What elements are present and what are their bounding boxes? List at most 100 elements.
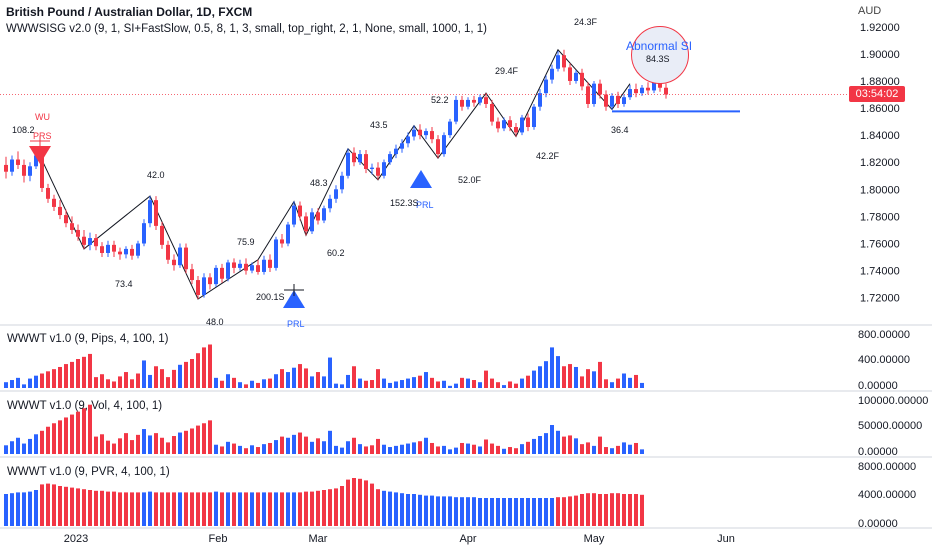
indicator-bar — [178, 432, 182, 454]
indicator-bar — [388, 382, 392, 388]
indicator-bar — [160, 437, 164, 454]
candle-body — [580, 72, 584, 87]
indicator-bar — [358, 478, 362, 526]
indicator-bar — [268, 442, 272, 454]
indicator-axis-tick: 0.00000 — [858, 518, 898, 530]
indicator-bar — [430, 377, 434, 388]
indicator-bar — [484, 370, 488, 388]
indicator-bar — [370, 445, 374, 454]
zz-label: 29.4F — [495, 66, 519, 76]
candle-body — [592, 83, 596, 104]
indicator-bar — [82, 408, 86, 454]
indicator-bar — [526, 441, 530, 454]
indicator-bar — [256, 492, 260, 526]
indicator-bar — [556, 430, 560, 454]
indicator-bar — [562, 436, 566, 454]
candle-body — [322, 208, 326, 221]
price-axis-tick: 1.72000 — [860, 293, 900, 305]
indicator-bar — [4, 382, 8, 388]
candle-body — [340, 175, 344, 190]
candle-body — [202, 277, 206, 295]
candle-body — [250, 265, 254, 271]
candle-body — [130, 248, 134, 256]
indicator-bar — [190, 492, 194, 526]
candle-body — [268, 259, 272, 268]
indicator-bar — [232, 377, 236, 388]
indicator-bar — [436, 381, 440, 388]
indicator-bar — [616, 493, 620, 526]
candle-body — [304, 216, 308, 232]
candle-body — [514, 127, 518, 133]
candle-body — [634, 89, 638, 94]
time-axis-tick: Apr — [459, 533, 476, 545]
indicator-bar — [520, 378, 524, 388]
indicator-bar — [376, 438, 380, 454]
indicator-axis-tick: 50000.00000 — [858, 420, 922, 432]
indicator-bar — [40, 484, 44, 526]
indicator-bar — [472, 380, 476, 388]
zz-label: 60.2 — [327, 248, 345, 258]
indicator-bar — [628, 444, 632, 454]
indicator-title: WWWSISG v2.0 (9, 1, SI+FastSlow, 0.5, 8,… — [6, 23, 487, 35]
candle-body — [184, 247, 188, 270]
indicator-bar — [208, 492, 212, 526]
candle-body — [172, 259, 176, 266]
indicator-bar — [352, 478, 356, 526]
indicator-bar — [460, 377, 464, 388]
indicator-bar — [4, 494, 8, 526]
candle-body — [502, 120, 506, 129]
candle-body — [616, 95, 620, 104]
indicator-bar — [262, 444, 266, 454]
indicator-bar — [94, 436, 98, 454]
indicator-bar — [556, 497, 560, 526]
candle-body — [358, 154, 362, 163]
candle-body — [406, 136, 410, 144]
pane-title-vol: WWWT v1.0 (9, Vol, 4, 100, 1) — [7, 400, 163, 412]
candle-body — [610, 95, 614, 107]
indicator-bar — [142, 360, 146, 388]
candle-body — [442, 135, 446, 155]
candle-body — [376, 167, 380, 176]
indicator-bar — [136, 373, 140, 388]
indicator-bar — [82, 356, 86, 388]
pane-title-pips: WWWT v1.0 (9, Pips, 4, 100, 1) — [7, 333, 169, 345]
indicator-bar — [334, 383, 338, 388]
indicator-bar — [196, 492, 200, 526]
price-axis-tick: 1.86000 — [860, 103, 900, 115]
candle-body — [436, 139, 440, 155]
indicator-bar — [28, 438, 32, 454]
indicator-bar — [640, 382, 644, 388]
indicator-bar — [400, 444, 404, 454]
indicator-bar — [550, 347, 554, 388]
indicator-bar — [406, 443, 410, 454]
indicator-bar — [574, 366, 578, 388]
indicator-bar — [352, 437, 356, 454]
indicator-bar — [292, 492, 296, 526]
indicator-bar — [52, 369, 56, 388]
candle-body — [10, 159, 14, 172]
zz-label: 36.4 — [611, 125, 629, 135]
prl-label-feb: PRL — [287, 319, 305, 329]
indicator-bar — [316, 438, 320, 454]
candle-body — [646, 87, 650, 91]
zz-label: 42.2F — [536, 151, 560, 161]
candle-body — [310, 212, 314, 232]
indicator-bar — [310, 491, 314, 526]
prs-label: PRS — [33, 131, 52, 141]
indicator-bar — [130, 492, 134, 526]
indicator-bar — [322, 490, 326, 526]
indicator-bar — [76, 488, 80, 526]
indicator-bar — [214, 491, 218, 526]
indicator-bar — [214, 444, 218, 454]
indicator-bar — [244, 384, 248, 388]
indicator-bar — [346, 441, 350, 454]
indicator-bar — [46, 371, 50, 388]
indicator-bar — [448, 449, 452, 454]
indicator-bar — [334, 445, 338, 454]
abnormal-si-bubble — [631, 26, 689, 84]
indicator-bar — [166, 442, 170, 454]
indicator-bar — [532, 370, 536, 388]
indicator-bar — [280, 369, 284, 388]
indicator-bar — [118, 438, 122, 454]
